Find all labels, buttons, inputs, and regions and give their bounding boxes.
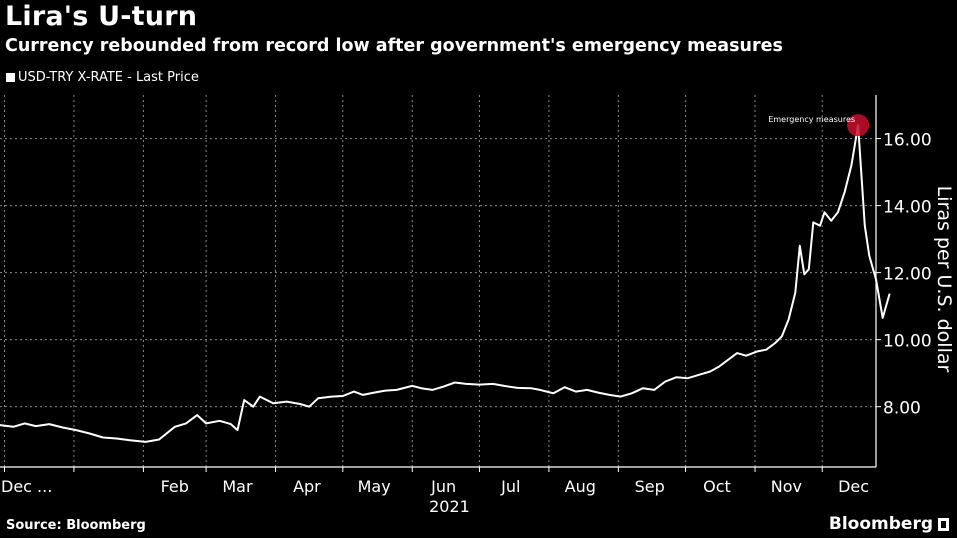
x-tick-label: Nov <box>771 477 802 496</box>
x-tick-label: Aug <box>565 477 596 496</box>
annotation-label: Emergency measures <box>768 115 855 124</box>
chart-title: Lira's U-turn <box>5 1 198 32</box>
chart-subtitle: Currency rebounded from record low after… <box>5 36 783 56</box>
y-tick-label: 14.00 <box>883 198 932 218</box>
terminal-icon <box>938 517 949 531</box>
x-tick-label: Feb <box>161 477 189 496</box>
y-tick-label: 16.00 <box>883 131 932 151</box>
legend-label: USD-TRY X-RATE - Last Price <box>18 70 199 85</box>
x-tick-label: Jul <box>500 477 520 496</box>
y-tick-label: 8.00 <box>883 399 921 419</box>
brand-name: Bloomberg <box>828 514 933 534</box>
annotation-marker <box>847 114 870 137</box>
x-tick-label: Jun <box>430 477 456 496</box>
x-tick-label: Oct <box>703 477 731 496</box>
y-tick-label: 12.00 <box>883 265 932 285</box>
brand-logo: Bloomberg <box>829 514 949 534</box>
x-tick-label: Dec <box>838 477 869 496</box>
legend-swatch <box>6 73 15 82</box>
x-tick-label: Sep <box>635 477 665 496</box>
y-axis-label: Liras per U.S. dollar <box>933 186 955 373</box>
year-label: 2021 <box>429 497 470 516</box>
source-note: Source: Bloomberg <box>6 518 146 533</box>
x-tick-label: Mar <box>222 477 253 496</box>
x-tick-label: May <box>358 477 391 496</box>
x-tick-label: Dec ... <box>1 477 52 496</box>
legend: USD-TRY X-RATE - Last Price <box>6 70 199 85</box>
y-tick-label: 10.00 <box>883 332 932 352</box>
x-tick-label: Apr <box>293 477 321 496</box>
series-line <box>0 124 891 443</box>
